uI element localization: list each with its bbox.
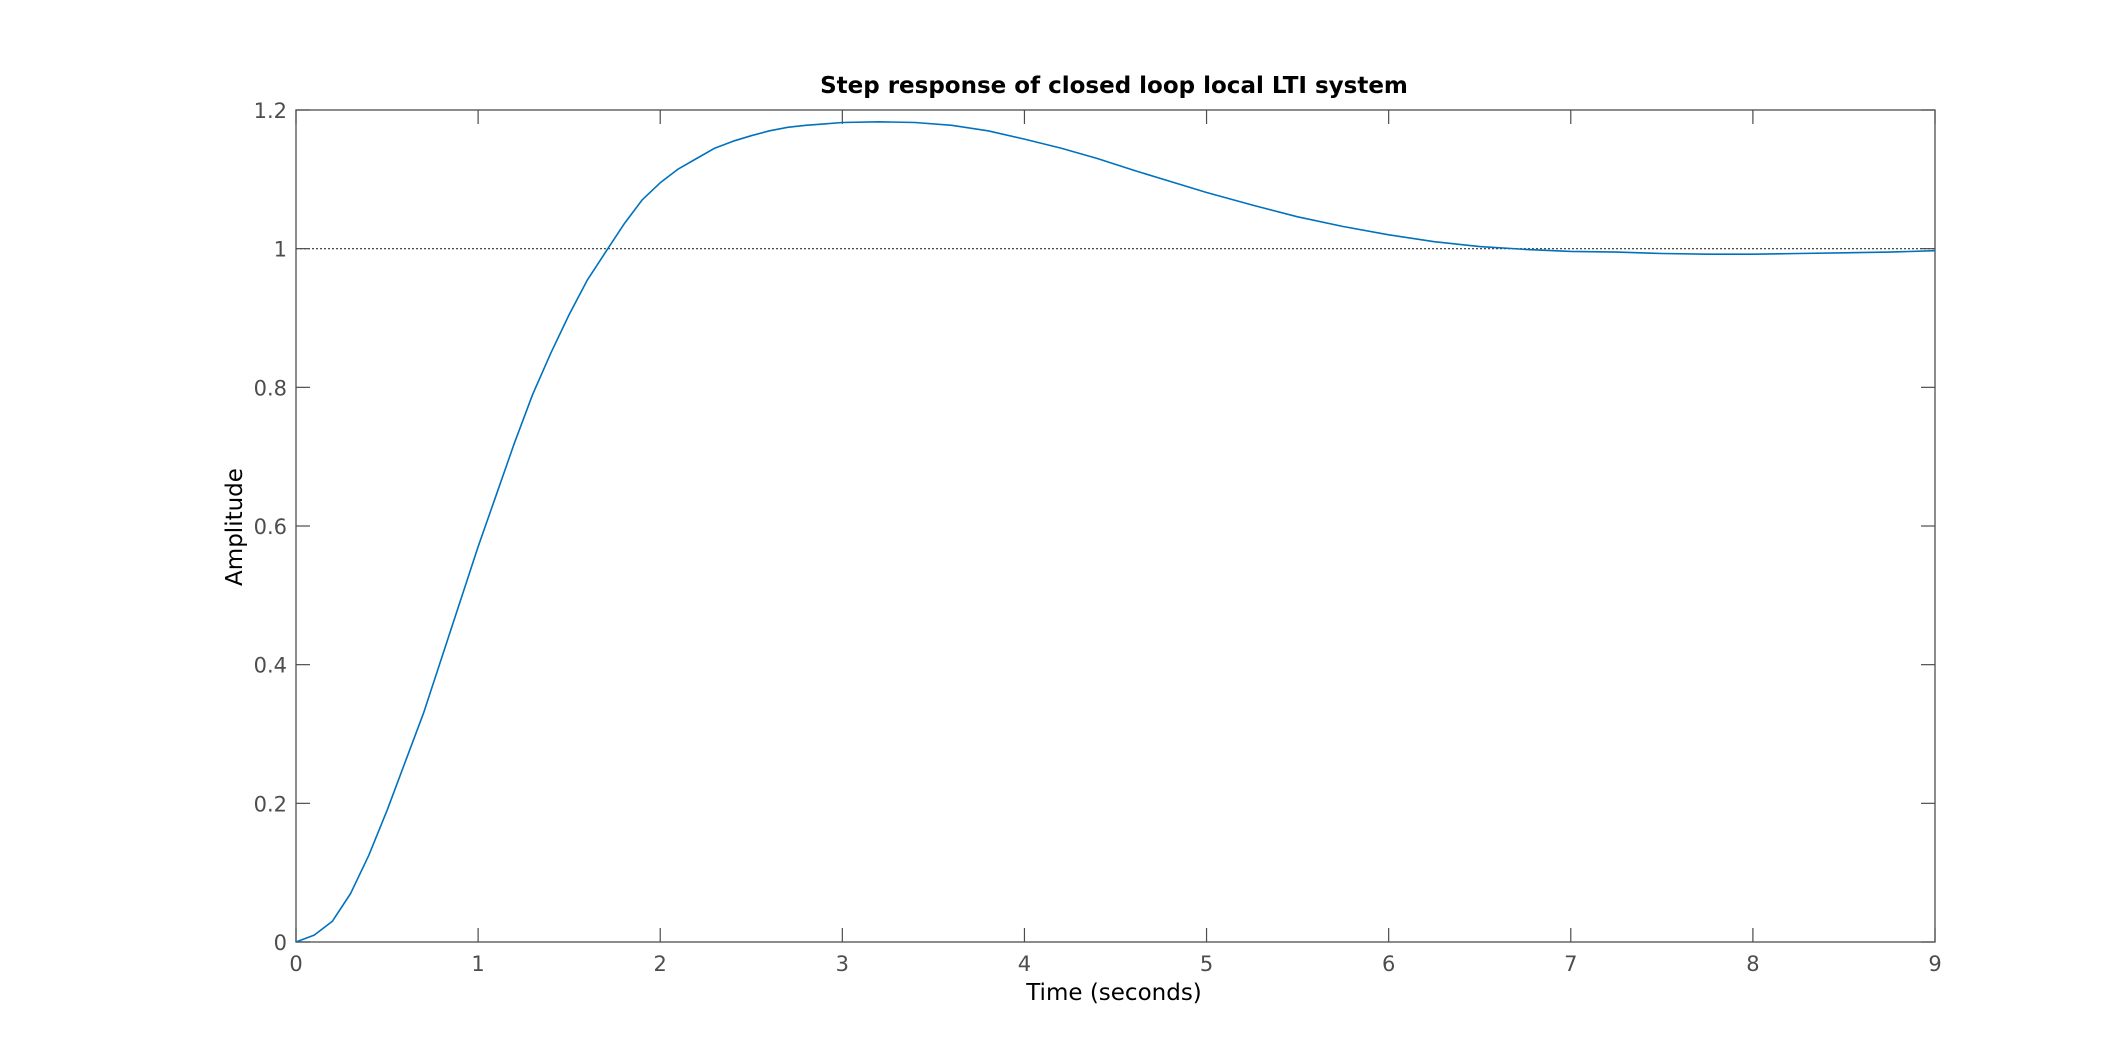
y-axis-label: Amplitude [222, 468, 248, 586]
y-tick-label: 1.2 [254, 99, 287, 123]
x-tick-label: 0 [289, 952, 302, 976]
x-tick-label: 3 [836, 952, 849, 976]
y-tick-label: 0.8 [254, 376, 287, 400]
x-tick-label: 9 [1928, 952, 1941, 976]
x-tick-label: 2 [654, 952, 667, 976]
plot-area: 0 1 2 3 4 5 6 7 8 9 0 0.2 0.4 0.6 0.8 1 1.2 [254, 99, 1942, 976]
y-tick-label: 0.4 [254, 654, 287, 678]
axes-box [295, 109, 1936, 943]
step-response-line [295, 121, 1936, 943]
x-axis-ticks: 0 1 2 3 4 5 6 7 8 9 [289, 110, 1942, 976]
x-tick-label: 8 [1746, 952, 1759, 976]
x-tick-label: 5 [1200, 952, 1213, 976]
x-axis-label: Time (seconds) [1025, 980, 1202, 1006]
x-tick-label: 1 [471, 952, 484, 976]
y-tick-label: 0 [274, 931, 287, 955]
y-axis-ticks: 0 0.2 0.4 0.6 0.8 1 1.2 [254, 99, 1935, 955]
chart-title: Step response of closed loop local LTI s… [820, 73, 1408, 99]
x-tick-label: 4 [1018, 952, 1031, 976]
y-tick-label: 0.6 [254, 515, 287, 539]
y-tick-label: 0.2 [254, 792, 287, 816]
x-tick-label: 7 [1564, 952, 1577, 976]
x-tick-label: 6 [1382, 952, 1395, 976]
y-tick-label: 1 [274, 238, 287, 262]
